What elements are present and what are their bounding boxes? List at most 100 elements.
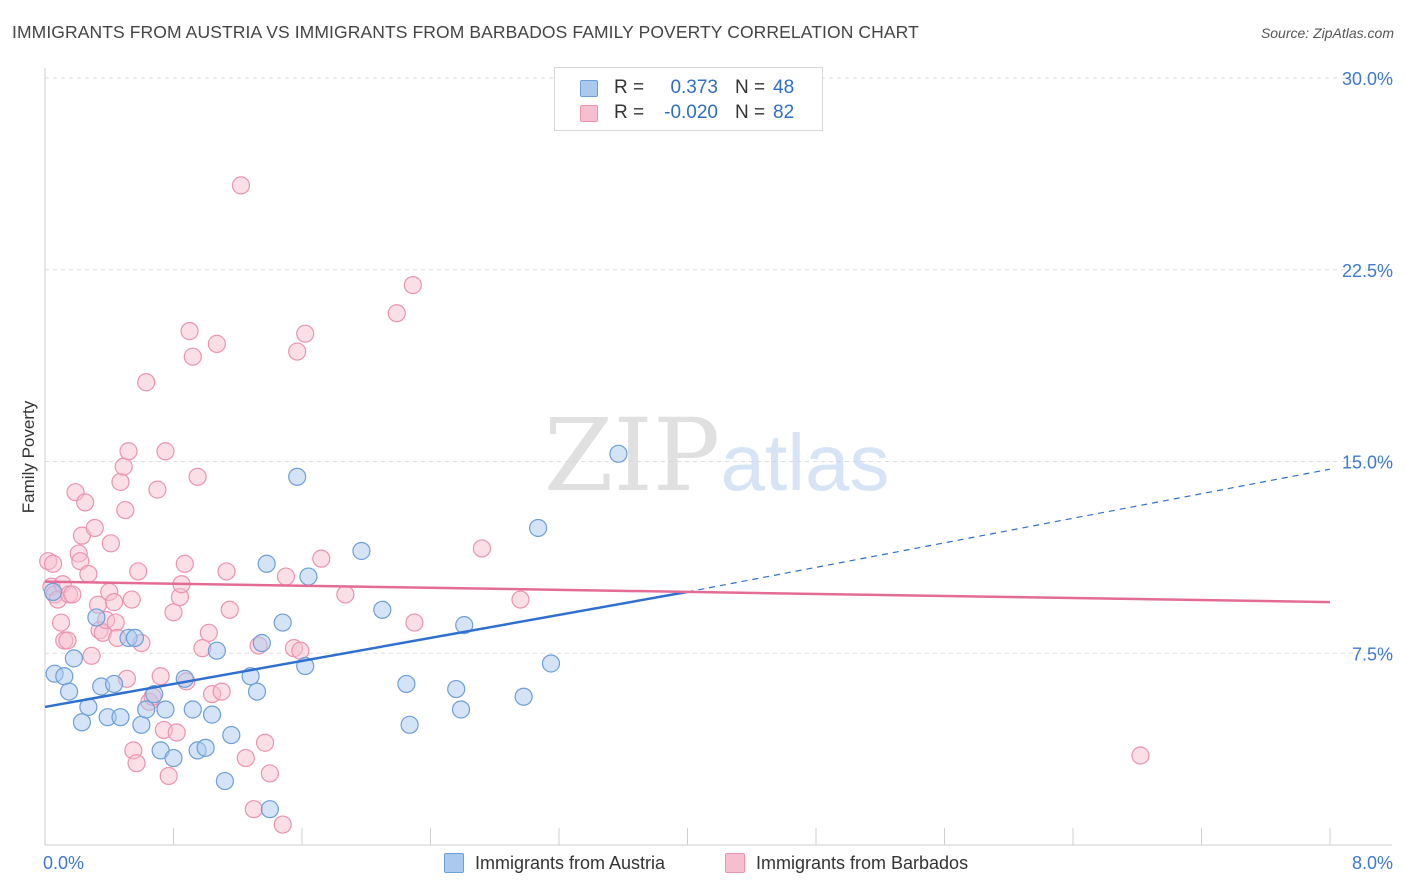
barbados-point: [127, 754, 146, 773]
y-tick-label: 7.5%: [1352, 644, 1393, 664]
barbados-point: [76, 493, 95, 512]
austria-point: [260, 800, 279, 819]
barbados-point: [119, 442, 138, 461]
austria-point: [175, 669, 194, 688]
austria-point: [451, 700, 471, 719]
barbados-point: [58, 631, 77, 650]
barbados-point: [164, 603, 183, 622]
barbados-point: [71, 552, 90, 571]
barbados-point: [175, 554, 194, 573]
barbados-point: [116, 500, 135, 520]
barbados-point: [260, 764, 279, 783]
axes: [44, 68, 1392, 846]
austria-point: [273, 613, 292, 632]
austria-point: [164, 748, 183, 768]
barbados-swatch: [580, 105, 598, 122]
austria-point: [373, 600, 392, 619]
barbados-point: [212, 682, 231, 701]
austria-point: [145, 685, 164, 704]
austria-point: [137, 700, 156, 719]
austria-point: [299, 567, 318, 586]
data-points: [39, 176, 1150, 834]
y-axis-title: Family Poverty: [19, 400, 38, 513]
barbados-point: [151, 667, 170, 686]
barbados-point: [387, 304, 406, 323]
axis-labels: 7.5% 15.0% 22.5% 30.0% 0.0% 8.0% Family Povert…: [19, 69, 1393, 873]
n-label: N =: [735, 102, 766, 123]
barbados-point: [405, 613, 424, 632]
austria-point: [104, 674, 124, 694]
barbados-point: [159, 766, 178, 786]
watermark: ZIP atlas: [544, 397, 890, 514]
barbados-point: [148, 480, 167, 499]
barbados-point: [104, 593, 124, 612]
austria-point: [247, 682, 267, 701]
barbados-point: [82, 646, 101, 665]
austria-point: [222, 725, 241, 745]
barbados-point: [336, 585, 355, 604]
austria-point: [132, 715, 151, 734]
x-tick-label: 0.0%: [43, 853, 84, 873]
austria-point: [125, 628, 145, 648]
source-label: Source: ZipAtlas.com: [1260, 25, 1394, 41]
barbados-point: [217, 562, 236, 581]
trend-lines: [44, 468, 1331, 709]
austria-trend-line: [44, 590, 688, 709]
grid-lines: [45, 77, 1392, 654]
chart-title: IMMIGRANTS FROM AUSTRIA VS IMMIGRANTS FR…: [12, 22, 919, 42]
watermark-atlas: atlas: [721, 418, 890, 507]
barbados-point: [85, 518, 104, 538]
y-tick-label: 22.5%: [1342, 261, 1393, 281]
barbados-point: [231, 176, 251, 195]
austria-point: [455, 616, 474, 635]
austria-point: [215, 771, 234, 791]
barbados-point: [312, 549, 331, 568]
barbados-point: [79, 564, 98, 584]
austria-point: [514, 687, 533, 706]
y-tick-label: 30.0%: [1342, 69, 1393, 89]
austria-point: [183, 700, 202, 719]
x-tick-label: 8.0%: [1352, 853, 1393, 873]
austria-point: [609, 444, 628, 463]
n-value: 82: [773, 102, 795, 123]
barbados-point: [403, 275, 422, 295]
barbados-point: [276, 567, 296, 586]
r-label: R =: [614, 77, 645, 98]
n-label: N =: [735, 77, 766, 98]
barbados-point: [51, 613, 71, 632]
austria-point: [207, 641, 226, 660]
barbados-point: [236, 748, 255, 768]
austria-point: [43, 582, 63, 601]
n-value: 48: [773, 77, 795, 98]
legend-label: Immigrants from Barbados: [756, 853, 969, 873]
barbados-point: [255, 733, 275, 752]
austria-swatch: [580, 80, 598, 97]
barbados-swatch: [725, 853, 745, 873]
watermark-zip: ZIP: [544, 397, 720, 514]
barbados-point: [180, 322, 199, 341]
barbados-point: [156, 442, 175, 461]
barbados-point: [273, 815, 292, 834]
barbados-point: [167, 723, 186, 742]
austria-point: [257, 554, 276, 573]
austria-point: [202, 705, 222, 724]
legend-row-barbados: R = -0.020 N = 82: [555, 101, 822, 127]
barbados-point: [129, 562, 148, 581]
austria-point: [87, 608, 106, 627]
austria-point: [397, 674, 416, 694]
y-tick-label: 15.0%: [1342, 453, 1393, 473]
austria-point: [64, 649, 84, 668]
barbados-trend-line: [44, 580, 1331, 604]
barbados-point: [137, 373, 156, 392]
barbados-point: [472, 539, 491, 558]
austria-point: [288, 467, 307, 486]
legend-label: Immigrants from Austria: [475, 853, 666, 873]
barbados-point: [220, 600, 239, 619]
correlation-legend: R = 0.373 N = 48 R = -0.020 N = 82: [554, 67, 823, 131]
austria-point: [72, 713, 92, 732]
barbados-point: [106, 613, 125, 632]
austria-point: [111, 708, 130, 727]
austria-point: [447, 679, 466, 699]
barbados-point: [183, 347, 202, 366]
